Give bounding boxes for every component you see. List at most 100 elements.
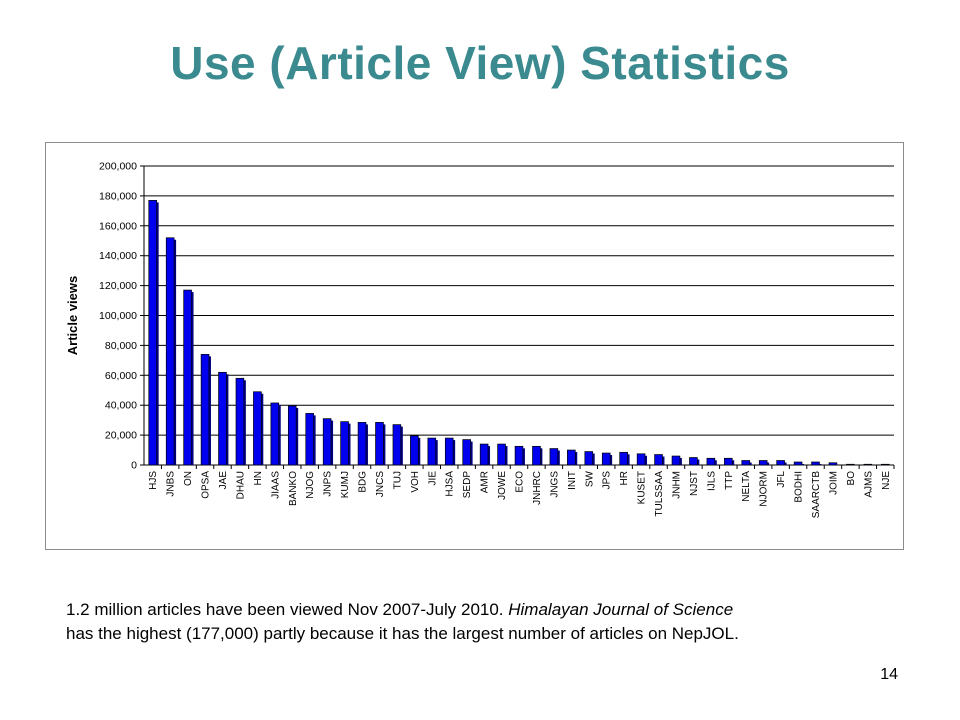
bar: [758, 460, 768, 466]
page-number: 14: [880, 666, 898, 683]
y-tick-label: 20,000: [105, 430, 137, 442]
y-tick-label: 40,000: [105, 400, 137, 412]
bar: [427, 437, 437, 466]
bar: [410, 435, 419, 466]
x-tick-label: IJLS: [706, 471, 717, 491]
x-tick-label: SEDP: [462, 471, 473, 499]
y-tick-label: 60,000: [105, 370, 137, 382]
bar: [340, 421, 349, 466]
x-tick-label: DHAU: [235, 471, 246, 499]
x-tick-label: TUJ: [392, 471, 403, 489]
y-tick-label: 180,000: [99, 190, 137, 202]
x-tick-label: JIE: [427, 471, 438, 486]
bar: [514, 445, 524, 466]
x-tick-label: TTP: [724, 471, 735, 490]
y-tick-label: 120,000: [99, 280, 137, 292]
x-tick-label: JOWE: [497, 471, 508, 500]
x-tick-label: NJE: [881, 471, 892, 490]
x-tick-label: JOIM: [828, 471, 839, 495]
chart-frame: 0 20,000 40,000 60,000 80,000 100,000 120,000 1…: [45, 142, 904, 550]
x-tick-label: SAARCTB: [811, 471, 822, 519]
x-tick-label: NJORM: [759, 471, 770, 507]
bar: [846, 463, 855, 466]
x-tick-label: AJMS: [863, 471, 874, 498]
bar: [444, 437, 454, 466]
x-tick-label: INIT: [567, 471, 578, 490]
bar: [671, 455, 681, 466]
bar: [706, 457, 716, 466]
bar: [828, 462, 838, 466]
bar: [601, 452, 611, 466]
x-tick-label: NJST: [689, 471, 700, 496]
bar: [270, 402, 280, 466]
bar: [567, 449, 576, 466]
x-tick-label: JPS: [602, 471, 613, 490]
x-tick-label: KUSET: [637, 471, 648, 504]
x-tick-label: JIAAS: [270, 471, 281, 499]
bar: [305, 413, 314, 466]
x-tick-label: JNPS: [323, 471, 334, 497]
y-tick-label: 80,000: [105, 340, 137, 352]
x-tick-label: NELTA: [741, 471, 752, 502]
y-tick-label: 160,000: [99, 220, 137, 232]
x-tick-label: VOH: [410, 471, 421, 493]
caption-journal-name: Himalayan Journal of Science: [508, 600, 734, 619]
bar: [497, 443, 506, 466]
x-tick-label: NJOG: [305, 471, 316, 499]
bar: [776, 460, 785, 466]
x-tick-label: JNHRC: [532, 471, 543, 505]
y-tick-label: 100,000: [99, 310, 137, 322]
x-tick-label: JFL: [776, 471, 787, 488]
bar: [584, 451, 594, 466]
bar: [654, 454, 663, 466]
bar: [183, 289, 192, 466]
bar: [253, 391, 262, 466]
bar: [636, 453, 646, 466]
bar: [689, 457, 698, 466]
bar: [165, 237, 175, 466]
bar: [218, 371, 227, 466]
bar: [793, 461, 803, 466]
bar: [741, 460, 751, 466]
caption-line-1: 1.2 million articles have been viewed No…: [66, 598, 926, 622]
bar: [811, 461, 820, 466]
x-tick-label: HR: [619, 471, 630, 485]
y-axis-label: Article views: [65, 276, 80, 356]
bar: [863, 463, 873, 466]
caption-line-2: has the highest (177,000) partly because…: [66, 624, 739, 643]
x-tick-label: ECO: [515, 471, 526, 493]
y-tick-label: 140,000: [99, 250, 137, 262]
caption: 1.2 million articles have been viewed No…: [66, 598, 926, 646]
x-tick-label: JNGS: [549, 471, 560, 498]
x-tick-label: HJSA: [445, 471, 456, 497]
x-tick-label: BDG: [358, 471, 369, 493]
caption-text: 1.2 million articles have been viewed No…: [66, 600, 509, 619]
x-tick-label: BANKO: [288, 471, 299, 506]
x-tick-label: ON: [183, 471, 194, 486]
bar: [357, 422, 367, 466]
x-tick-label: JNHM: [671, 471, 682, 499]
bar: [619, 451, 628, 466]
x-tick-label: HJS: [148, 471, 159, 490]
bar: [200, 354, 210, 466]
bar: [322, 418, 332, 466]
x-tick-label: JNBS: [166, 471, 177, 497]
bar: [287, 405, 297, 466]
x-tick-label: TULSSAA: [654, 471, 665, 517]
y-tick-label: 200,000: [99, 161, 137, 173]
x-tick-label: SW: [584, 470, 595, 487]
x-tick-label: JNCS: [375, 471, 386, 497]
bar-chart: 0 20,000 40,000 60,000 80,000 100,000 120,000 1…: [65, 161, 895, 519]
bar: [479, 443, 489, 466]
bar: [532, 445, 541, 466]
bar: [724, 457, 733, 466]
x-tick-label: BO: [846, 471, 857, 486]
x-tick-label: JAE: [218, 471, 229, 490]
x-tick-label: HN: [253, 471, 264, 485]
slide-title: Use (Article View) Statistics: [170, 37, 790, 89]
bar: [462, 439, 471, 466]
bar: [148, 200, 157, 466]
y-tick-label: 0: [131, 460, 137, 472]
bar: [375, 422, 384, 466]
x-tick-label: KUMJ: [340, 471, 351, 498]
